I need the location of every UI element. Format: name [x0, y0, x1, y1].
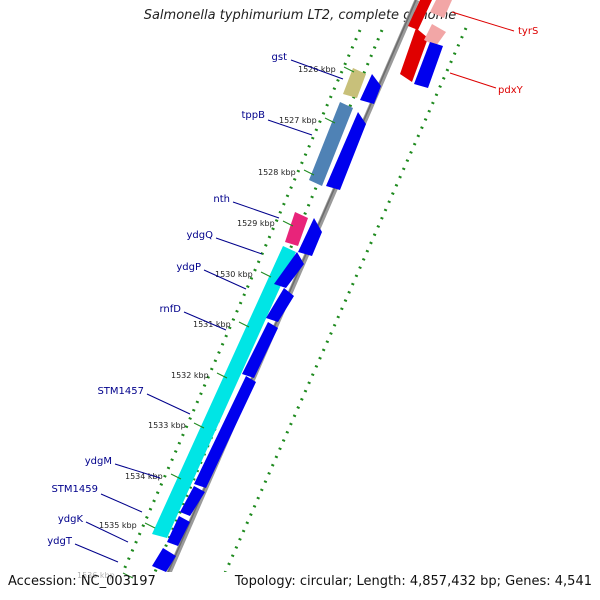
- kbp-tick-mark: [216, 372, 228, 379]
- gene-arrow-gst: [360, 74, 381, 104]
- leader-nth: [232, 201, 280, 219]
- kbp-tick-1535-kbp: 1535 kbp: [99, 521, 137, 530]
- gene-label-ydgT: ydgT: [47, 536, 73, 547]
- gene-label-STM1457: STM1457: [97, 386, 144, 397]
- gene-label-ydgK: ydgK: [58, 514, 84, 525]
- gene-label-ydgP: ydgP: [176, 262, 201, 273]
- kbp-tick-mark: [282, 220, 294, 227]
- feature-cyan-operon: [152, 246, 296, 538]
- gene-label-nth: nth: [213, 194, 230, 205]
- kbp-tick-1532-kbp: 1532 kbp: [171, 371, 209, 380]
- gene-arrow-pdxY: [414, 42, 443, 88]
- leader-pdxY: [449, 72, 497, 89]
- kbp-tick-mark: [260, 271, 272, 278]
- kbp-tick-1533-kbp: 1533 kbp: [148, 421, 186, 430]
- gene-label-ydgM: ydgM: [85, 456, 112, 467]
- feature-tppB-steel: [309, 102, 353, 186]
- gene-block-pink-top: [430, 0, 452, 18]
- leader-rnfD: [183, 311, 227, 331]
- kbp-tick-1531-kbp: 1531 kbp: [193, 320, 231, 329]
- leader-ydgP: [203, 269, 247, 290]
- kbp-tick-mark: [122, 572, 134, 579]
- gene-arrow-nth: [298, 218, 322, 256]
- gene-arrow-ydgM: [180, 486, 205, 516]
- gene-arrow-STM1459: [167, 516, 190, 546]
- leader-tyrS: [451, 11, 515, 32]
- kbp-tick-1534-kbp: 1534 kbp: [125, 472, 163, 481]
- leader-ydgK: [85, 521, 129, 543]
- gene-arrow-ydgK: [152, 548, 176, 572]
- kbp-tick-mark: [324, 117, 336, 124]
- gene-block-red: [400, 28, 428, 82]
- gene-arrow-ydgQ: [274, 252, 304, 288]
- gene-label-tppB: tppB: [242, 110, 266, 121]
- leader-STM1459: [100, 493, 143, 513]
- topology-summary: Topology: circular; Length: 4,857,432 bp…: [234, 574, 592, 589]
- gene-label-layer: gst tppB nth ydgQ ydgP rnfD STM1457 ydgM STM1459…: [47, 26, 538, 563]
- kbp-tick-mark: [303, 169, 315, 176]
- feature-gst-olive: [343, 68, 366, 98]
- leader-ydgQ: [215, 237, 263, 255]
- kbp-tick-mark: [170, 473, 182, 480]
- leader-STM1457: [146, 393, 191, 415]
- leader-ydgM: [114, 463, 161, 479]
- gene-label-STM1459: STM1459: [51, 484, 98, 495]
- leader-ydgT: [74, 543, 119, 563]
- kbp-tick-mark: [193, 422, 205, 429]
- gene-label-tyrS: tyrS: [518, 26, 538, 37]
- leader-tppB: [267, 119, 313, 136]
- gene-label-pdxY: pdxY: [498, 85, 524, 96]
- gene-block-red-top: [408, 0, 432, 30]
- kbp-tick-1529-kbp: 1529 kbp: [237, 219, 275, 228]
- gene-arrow-tppB: [326, 112, 366, 190]
- gene-arrow-STM1457: [194, 376, 256, 488]
- gene-label-ydgQ: ydgQ: [187, 230, 214, 241]
- leader-gst: [290, 59, 344, 80]
- gene-label-gst: gst: [272, 52, 288, 63]
- kbp-tick-1530-kbp: 1530 kbp: [215, 270, 253, 279]
- kbp-tick-mark: [343, 66, 355, 73]
- gene-label-rnfD: rnfD: [160, 304, 182, 315]
- kbp-tick-1528-kbp: 1528 kbp: [258, 168, 296, 177]
- gene-arrow-ydgP: [266, 288, 294, 322]
- kbp-tick-1536-kbp: 1536 kbp: [77, 571, 115, 580]
- kbp-tick-mark: [144, 522, 156, 529]
- kbp-tick-mark: [238, 321, 250, 328]
- gene-arrow-rnfD: [242, 322, 278, 378]
- accession-label: Accession: NC_003197: [8, 574, 156, 589]
- feature-nth-magenta: [285, 212, 308, 246]
- gene-block-pink: [424, 24, 446, 46]
- map-title: Salmonella typhimurium LT2, complete gen…: [143, 8, 457, 23]
- kbp-tick-1527-kbp: 1527 kbp: [279, 116, 317, 125]
